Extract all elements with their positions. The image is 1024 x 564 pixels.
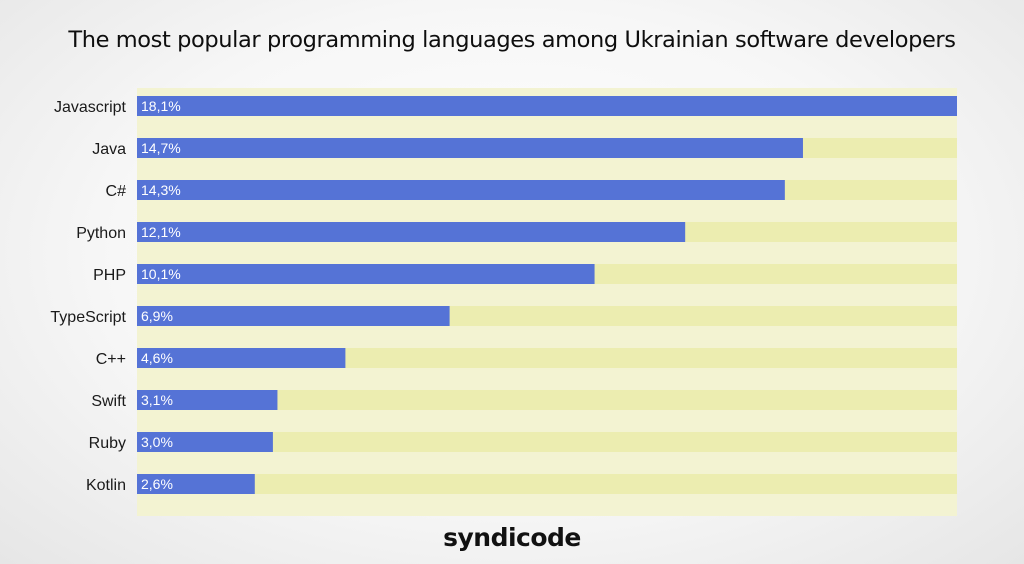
category-label-javascript: Javascript [54, 99, 127, 116]
bar-java [137, 138, 803, 158]
bar-swift [137, 390, 278, 410]
bar-ruby [137, 432, 273, 452]
category-label-ruby: Ruby [89, 435, 126, 452]
bar-track-ruby [137, 432, 957, 452]
category-label-cplusplus: C++ [96, 351, 126, 368]
bar-python [137, 222, 686, 242]
value-label-typescript: 6,9% [141, 308, 173, 324]
value-label-swift: 3,1% [141, 392, 173, 408]
chart-title: The most popular programming languages a… [68, 27, 956, 53]
category-label-python: Python [76, 225, 126, 242]
brand-logo: syndicode [443, 523, 581, 552]
value-label-cplusplus: 4,6% [141, 350, 173, 366]
value-label-java: 14,7% [141, 140, 181, 156]
bar-track-swift [137, 390, 957, 410]
bar-rows: Javascript 18,1% Java 14,7% C# 14,3% Python 12,… [50, 96, 957, 494]
category-label-swift: Swift [91, 393, 126, 410]
value-label-javascript: 18,1% [141, 98, 181, 114]
category-label-typescript: TypeScript [50, 309, 126, 326]
value-label-python: 12,1% [141, 224, 181, 240]
value-label-csharp: 14,3% [141, 182, 181, 198]
bar-php [137, 264, 595, 284]
bar-track-kotlin [137, 474, 957, 494]
category-label-csharp: C# [106, 183, 127, 200]
category-label-kotlin: Kotlin [86, 477, 126, 494]
value-label-kotlin: 2,6% [141, 476, 173, 492]
bar-cplusplus [137, 348, 346, 368]
bar-typescript [137, 306, 450, 326]
bar-csharp [137, 180, 785, 200]
category-label-java: Java [92, 141, 126, 158]
category-label-php: PHP [93, 267, 126, 284]
bar-kotlin [137, 474, 255, 494]
bar-javascript [137, 96, 957, 116]
value-label-php: 10,1% [141, 266, 181, 282]
value-label-ruby: 3,0% [141, 434, 173, 450]
